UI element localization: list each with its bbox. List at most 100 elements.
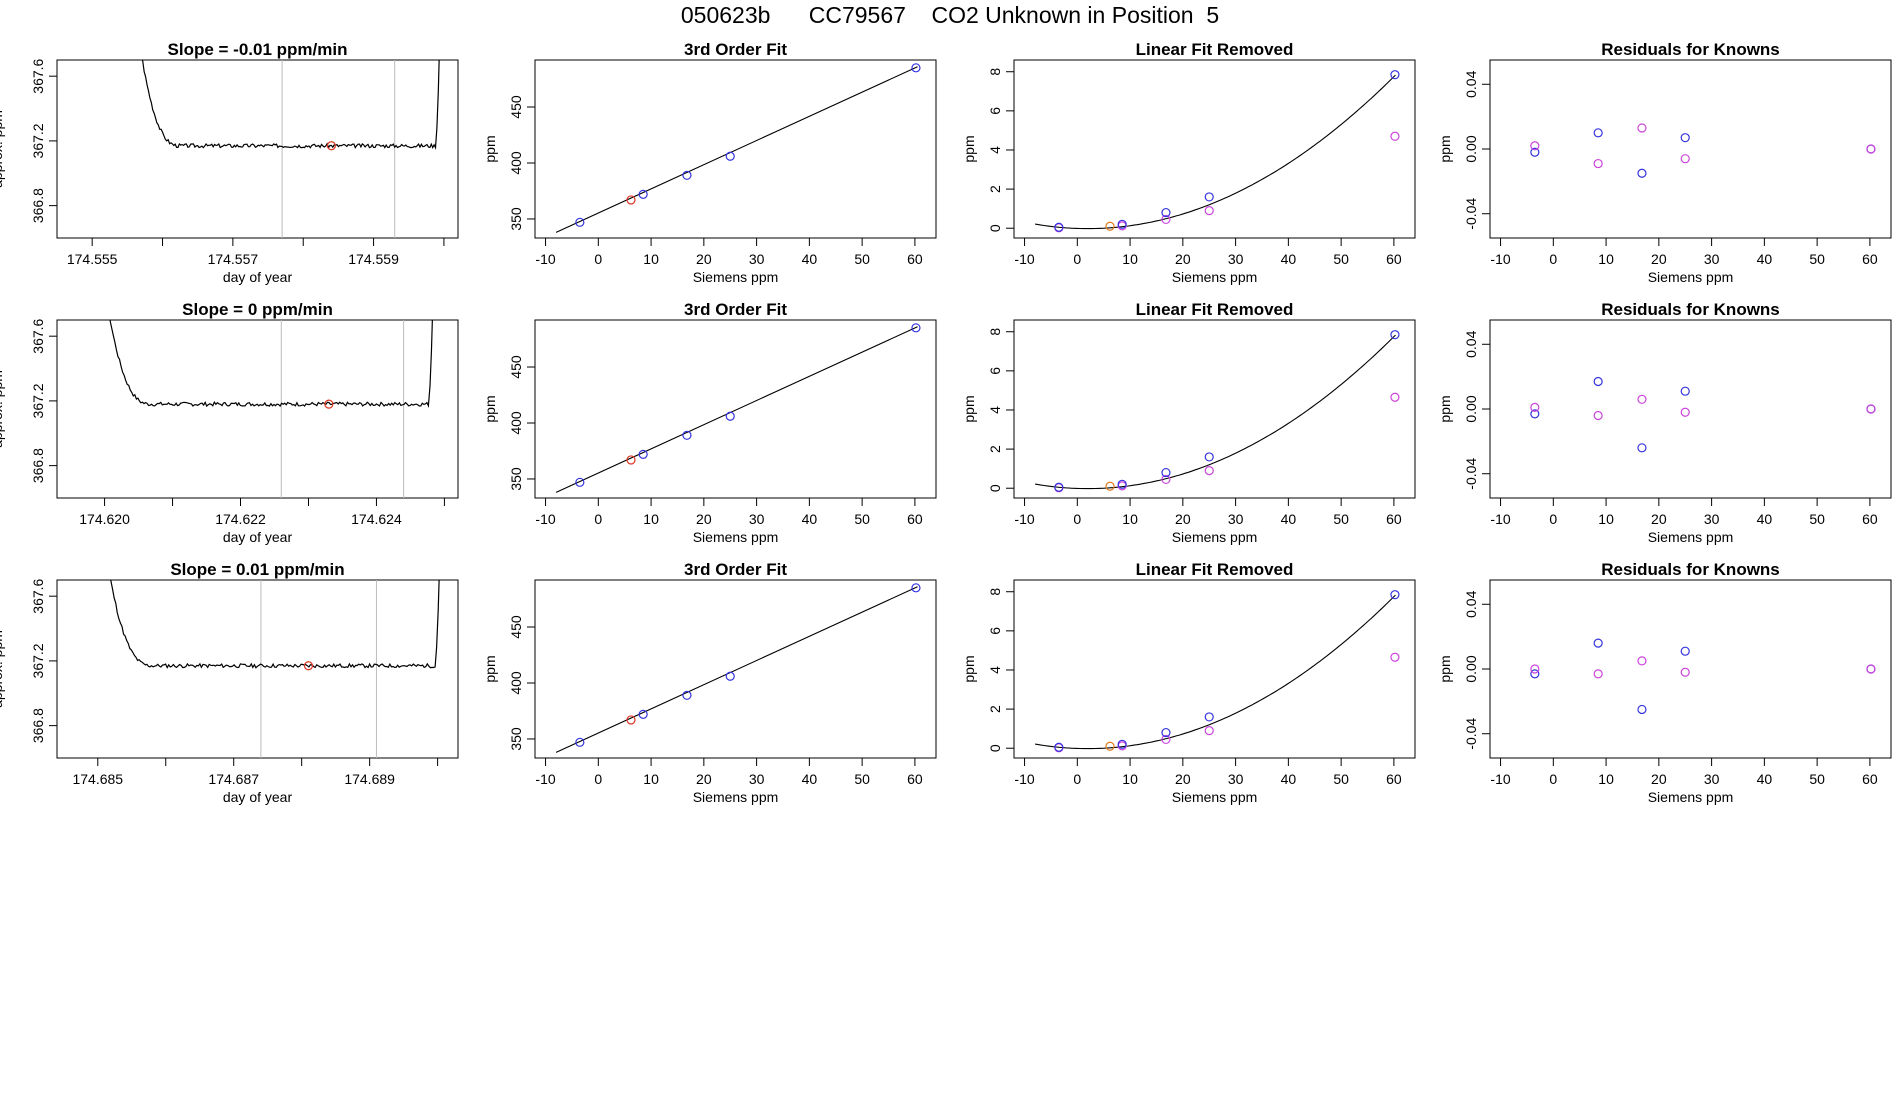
known-point [638,709,648,719]
y-tick-label: 0.00 [1463,395,1479,422]
x-tick-label: 0 [594,771,602,787]
y-axis-label: ppm [482,655,498,682]
y-tick-label: 8 [987,68,1003,76]
x-tick-label: 174.689 [344,771,395,787]
plot-area [555,63,921,233]
unknown-point [626,195,636,205]
panel-title: Slope = 0 ppm/min [182,300,333,319]
y-axis-label: approx. ppm [0,110,5,188]
panel-title: 3rd Order Fit [684,560,787,579]
plot-area [555,323,921,493]
x-tick-label: 60 [1386,251,1402,267]
residual-point [1637,168,1647,178]
panel-1-0: Slope = 0 ppm/min 174.620 174.622 174.624 da… [0,300,459,545]
residual-point [1680,667,1690,677]
x-axis-label: Siemens ppm [1172,529,1258,545]
y-tick-label: 6 [987,627,1003,635]
residual-point [1593,376,1603,387]
x-tick-label: 40 [802,251,818,267]
known-point [682,430,692,440]
plot-frame [1013,319,1416,499]
fit-line [555,586,918,753]
plot-frame [534,579,937,759]
residual-point [1680,133,1690,143]
panel-title: Slope = -0.01 ppm/min [168,40,348,59]
x-tick-label: 10 [1598,251,1614,267]
plot-frame [1489,319,1892,499]
x-tick-label: 174.557 [208,251,259,267]
y-tick-label: 350 [508,207,524,231]
concentration-trace [110,580,440,669]
residual-point [1680,646,1690,656]
known-point [1117,479,1127,489]
x-axis-label: Siemens ppm [693,529,779,545]
x-tick-label: 40 [1757,771,1773,787]
y-axis-label: ppm [482,135,498,162]
residual-point [1680,154,1690,164]
x-tick-label: 30 [1228,251,1244,267]
known-point [1054,222,1064,232]
y-tick-label: 0.04 [1463,590,1479,617]
plot-area [1530,376,1876,453]
x-tick-label: 0 [1549,511,1557,527]
known-point [1054,482,1064,492]
known-alt-point [1390,131,1400,141]
x-tick-label: -10 [535,511,555,527]
x-tick-label: 50 [1809,771,1825,787]
x-tick-label: 40 [1757,511,1773,527]
residual-point [1593,669,1603,679]
plot-area [141,60,440,238]
panel-1-2: Linear Fit Removed-10 0 10 20 30 40 50 60Siemen… [961,300,1416,545]
known-alt-point [1204,726,1214,736]
y-tick-label: 367.2 [30,123,46,158]
y-tick-label: 4 [987,146,1003,154]
x-tick-label: 60 [907,251,923,267]
known-point [1161,207,1171,218]
x-tick-label: 10 [643,251,659,267]
plot-area [1035,70,1400,233]
x-tick-label: 50 [1809,251,1825,267]
residual-point [1866,404,1876,414]
x-tick-label: 40 [1757,251,1773,267]
plot-frame [1013,59,1416,239]
y-axis-label: approx. ppm [0,630,5,708]
x-axis-label: Siemens ppm [693,789,779,805]
y-tick-label: 0.00 [1463,655,1479,682]
y-tick-label: 2 [987,445,1003,453]
x-tick-label: 20 [696,511,712,527]
sample-marker [303,661,314,671]
x-tick-label: 30 [749,511,765,527]
panel-title: Residuals for Knowns [1601,300,1780,319]
panel-title: Linear Fit Removed [1136,560,1294,579]
residual-point [1530,669,1540,679]
x-tick-label: 0 [1073,511,1081,527]
panel-2-0: Slope = 0.01 ppm/min 174.685 174.687 174.68… [0,560,459,805]
plot-frame [534,319,937,499]
known-point [1054,742,1064,752]
concentration-trace [109,320,433,408]
fit-curve [1035,74,1396,230]
x-tick-label: 174.687 [208,771,259,787]
x-tick-label: 60 [907,771,923,787]
plot-frame [534,59,937,239]
known-point [1161,727,1171,738]
x-tick-label: 0 [594,511,602,527]
known-alt-point [1390,652,1400,662]
x-tick-label: 30 [1704,251,1720,267]
x-tick-label: 0 [1073,771,1081,787]
y-tick-label: 0.04 [1463,330,1479,357]
y-axis-label: ppm [1437,135,1453,162]
known-point [911,583,921,593]
x-tick-label: 20 [1651,511,1667,527]
y-tick-label: 367.2 [30,643,46,678]
x-tick-label: 20 [696,771,712,787]
y-tick-label: 450 [508,95,524,119]
residual-point [1637,443,1647,453]
known-point [725,411,735,421]
panel-1-3: Residuals for Knowns -10 0 10 20 30 40 50 60 Siem… [1437,300,1892,545]
residual-point [1637,123,1647,133]
plot-frame [56,579,459,759]
y-tick-label: 6 [987,367,1003,375]
x-tick-label: 60 [1862,511,1878,527]
figure-title: 050623b CC79567 CO2 Unknown in Position … [680,2,1220,28]
